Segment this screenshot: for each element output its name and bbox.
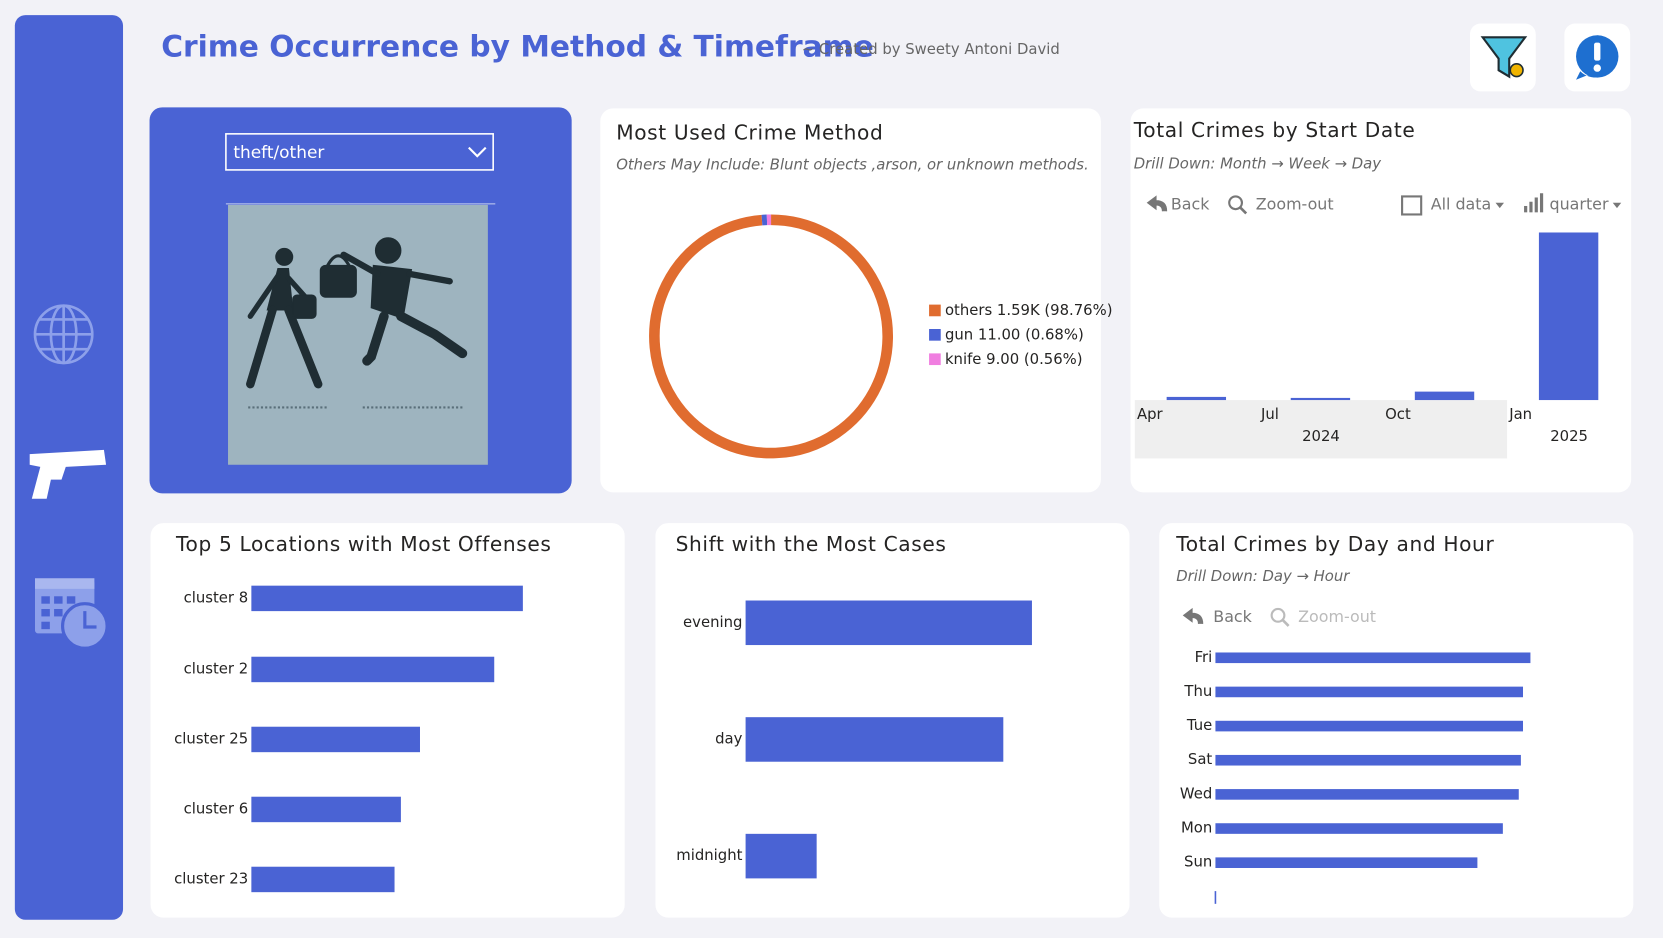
bar [1215,789,1519,800]
start-date-panel [1130,108,1632,493]
back-icon [1146,195,1168,212]
zoom-icon [1228,195,1244,211]
category-label: cluster 25 [174,730,248,747]
calendar-icon [1401,195,1423,216]
toolbar-button[interactable]: Zoom-out [1256,194,1334,213]
x-tick-label: Jul [1260,406,1279,423]
axis-band [1134,400,1508,459]
category-label: cluster 2 [184,660,249,677]
method-dropdown[interactable] [225,133,494,171]
category-label: cluster 23 [174,870,248,887]
category-label: cluster 6 [184,800,249,817]
legend-swatch [929,353,941,366]
legend-swatch [929,304,941,317]
bars-icon [1539,193,1544,213]
legend-value: 9.00 (0.56%) [986,351,1082,368]
bar [1215,720,1524,732]
chart-title: Most Used Crime Method [616,120,883,144]
legend-entry: knife 9.00 (0.56%) [945,351,1083,368]
toolbar-caret [1612,202,1622,209]
page-title: Crime Occurrence by Method & Timeframe [161,29,874,64]
bar [745,717,1004,762]
bar [1215,754,1521,766]
globe-icon[interactable] [33,304,94,365]
method-panel [600,108,1101,493]
category-label: day [715,730,742,747]
locations-panel [150,523,625,918]
zoom-icon-handle [1281,618,1290,627]
zoom-icon-handle [1238,206,1248,215]
toolbar-caret [1495,202,1505,209]
x-tick-label: Jan [1508,406,1532,423]
chart-subtitle: Drill Down: Day → Hour [1176,568,1350,585]
bar [745,833,817,879]
legend-name: others [945,302,992,319]
category-label: Sat [1188,751,1212,768]
category-label: Thu [1183,683,1212,700]
legend-value: 1.59K (98.76%) [997,302,1113,319]
chart-title: Total Crimes by Day and Hour [1175,532,1494,556]
x-group-label: 2024 [1302,428,1340,445]
bar [1538,232,1599,401]
sidebar [14,15,124,920]
category-label: Wed [1180,785,1212,802]
category-label: Sun [1184,854,1212,871]
legend-entry: others 1.59K (98.76%) [945,302,1113,319]
toolbar-button-disabled: Zoom-out [1298,607,1376,626]
legend-entry: gun 11.00 (0.68%) [945,326,1084,343]
toolbar-button[interactable]: Back [1213,607,1252,626]
donut-segment [649,214,893,459]
chart-title: Shift with the Most Cases [676,532,947,556]
legend-name: gun [945,326,973,343]
legend-name: knife [945,351,981,368]
bar [251,796,401,823]
toolbar-button[interactable]: quarter [1550,194,1609,213]
bars-icon [1534,197,1538,213]
bar [251,866,395,893]
bar [1215,652,1531,664]
legend-swatch [929,329,941,341]
calendar-icon[interactable] [34,578,109,650]
dropdown-caret [468,146,487,158]
bar [1215,857,1478,868]
bar [1215,823,1503,834]
bar [1290,397,1351,401]
theft-illustration [228,204,488,465]
bar [251,656,495,683]
bar [1215,686,1524,698]
bars-icon [1524,205,1528,213]
page-subtitle: ~ Created by Sweety Antoni David [802,41,1060,58]
x-tick-label: Oct [1385,406,1411,423]
category-label: Fri [1195,649,1213,666]
toolbar-button[interactable]: Back [1171,194,1210,213]
chart-title: Top 5 Locations with Most Offenses [175,532,552,556]
x-tick-label: Apr [1137,406,1164,423]
bar [251,726,420,753]
category-label: evening [683,614,742,631]
filter-icon [1480,36,1528,79]
info-icon [1576,35,1619,80]
bars-icon [1529,201,1533,213]
back-icon [1182,607,1204,624]
bar [1166,396,1227,401]
dropdown-value: theft/other [233,142,324,162]
gun-icon[interactable] [29,449,107,499]
chart-title: Total Crimes by Start Date [1133,118,1416,142]
category-label: midnight [676,847,742,864]
category-label: cluster 8 [184,589,249,606]
bar [251,585,523,612]
chart-subtitle: Drill Down: Month → Week → Day [1134,156,1381,173]
bar [745,600,1032,646]
toolbar-button[interactable]: All data [1431,194,1492,213]
legend-value: 11.00 (0.68%) [978,326,1084,343]
bar [1414,391,1475,401]
x-group-label: 2025 [1550,428,1588,445]
zoom-icon [1270,607,1286,623]
category-label: Mon [1181,820,1212,837]
category-label: Tue [1186,717,1212,734]
chart-subtitle: Others May Include: Blunt objects ,arson… [616,157,1089,174]
